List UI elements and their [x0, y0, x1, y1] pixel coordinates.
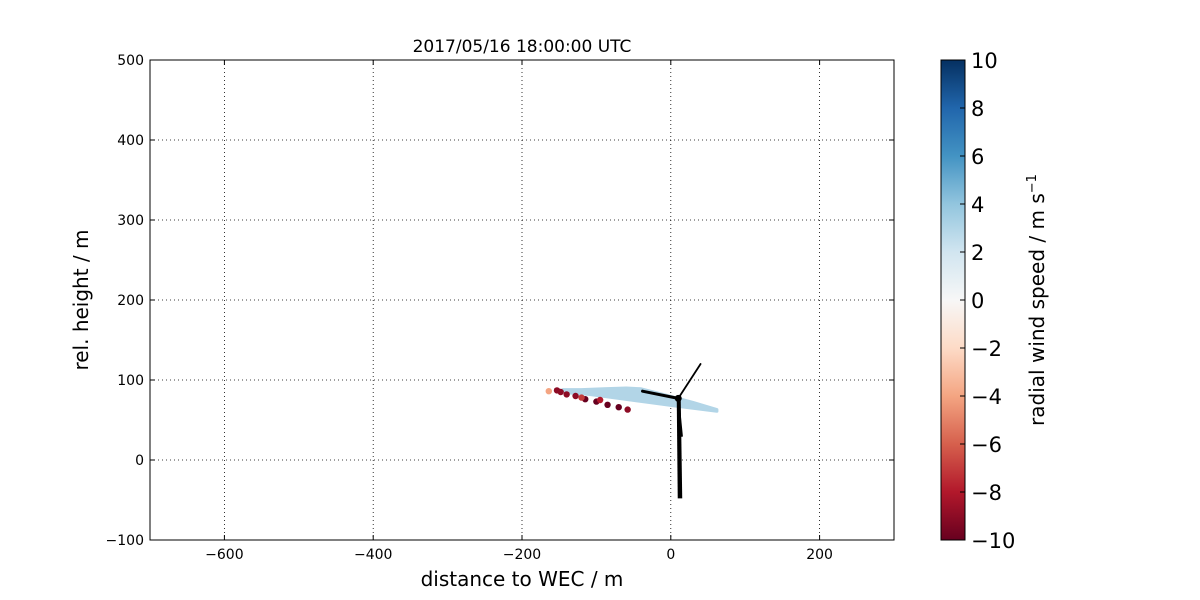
x-tick-label: 200 — [806, 547, 833, 563]
colorbar-tick-label: −2 — [971, 337, 1002, 361]
scatter-point — [557, 388, 564, 396]
colorbar-tick-label: 4 — [971, 193, 984, 217]
turbine-hub — [674, 394, 682, 402]
colorbar-tick-label: 2 — [971, 241, 984, 265]
turbine-blade — [641, 389, 680, 400]
scatter-point — [596, 396, 604, 404]
x-tick-label: −600 — [205, 547, 243, 563]
x-axis-label: distance to WEC / m — [421, 567, 624, 591]
y-axis-label: rel. height / m — [69, 229, 93, 370]
y-tick-label: 0 — [135, 453, 144, 469]
colorbar-tick-label: −4 — [971, 385, 1002, 409]
scatter-point — [578, 394, 585, 401]
x-tick-label: −400 — [354, 547, 392, 563]
x-tick-label: 0 — [666, 547, 675, 563]
colorbar-tick-label: −6 — [971, 433, 1002, 457]
scatter-point — [563, 391, 570, 398]
y-tick-label: 400 — [117, 133, 144, 149]
scatter-point — [545, 388, 552, 395]
y-axis-ticks: −100 0 100 200 300 400 500 — [106, 53, 894, 549]
grid-lines — [150, 59, 894, 541]
turbine-layer — [641, 363, 702, 499]
turbine-blade — [677, 363, 702, 400]
y-tick-label: 300 — [117, 213, 144, 229]
colorbar-tick-label: 6 — [971, 145, 984, 169]
chart-title: 2017/05/16 18:00:00 UTC — [413, 37, 632, 57]
y-tick-label: 200 — [117, 293, 144, 309]
x-tick-label: −200 — [503, 547, 541, 563]
scatter-point — [624, 406, 631, 413]
y-tick-label: 100 — [117, 373, 144, 389]
scatter-point — [572, 392, 579, 400]
turbine-blade — [677, 397, 683, 437]
x-axis-ticks: −600 −400 −200 0 200 — [205, 60, 833, 563]
y-tick-label: −100 — [106, 533, 144, 549]
colorbar-tick-label: 0 — [971, 289, 984, 313]
scatter-point — [604, 401, 611, 408]
colorbar-tick-label: 10 — [971, 49, 998, 73]
colorbar-tick-label: −10 — [971, 529, 1015, 553]
y-tick-label: 500 — [117, 53, 144, 69]
colorbar-tick-label: −8 — [971, 481, 1002, 505]
colorbar-tick-label: 8 — [971, 97, 984, 121]
colorbar-ticks: −10 −8 −6 −4 −2 0 2 4 6 8 10 — [960, 49, 1015, 553]
colorbar-label: radial wind speed / m s−1 — [1025, 174, 1049, 426]
scatter-point — [615, 404, 622, 411]
